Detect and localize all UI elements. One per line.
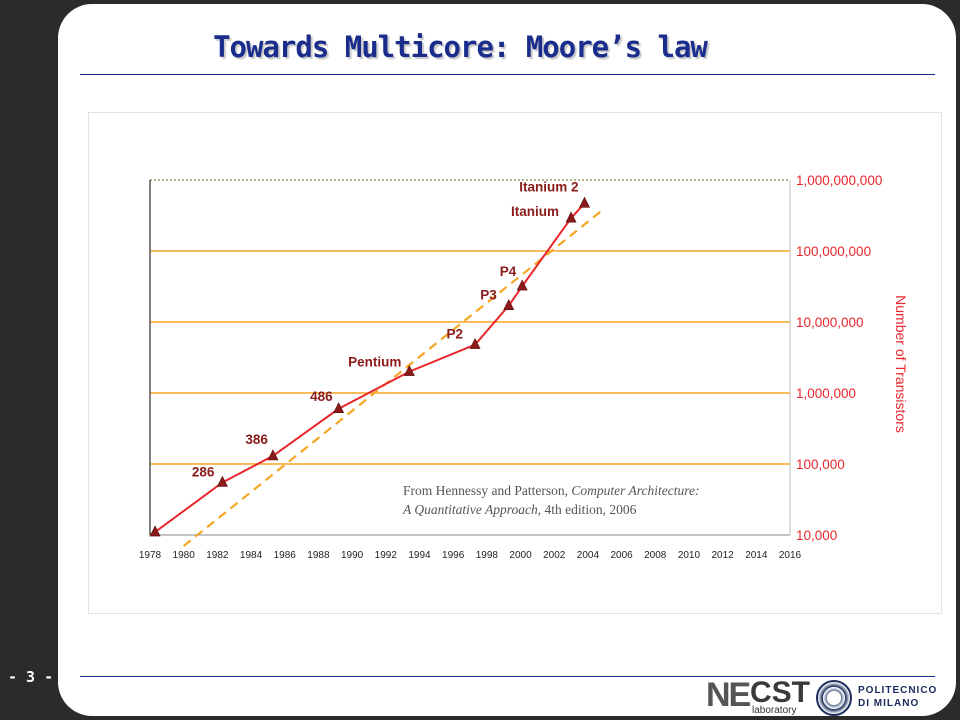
title-divider [80, 74, 935, 75]
necst-logo-ne: NE [706, 676, 751, 714]
x-tick-label: 1984 [240, 550, 263, 561]
figure-frame [88, 112, 942, 614]
y-tick-label: 100,000 [796, 457, 845, 472]
x-tick-label: 2004 [577, 550, 600, 561]
moores-law-chart: 1978 1980 1982 1984 1986 1988 1990 1992 1994 1996… [139, 173, 909, 561]
series-layer [149, 196, 591, 537]
data-label: 486 [310, 389, 333, 404]
x-tick-label: 1998 [476, 550, 499, 561]
data-label: Itanium [511, 204, 559, 219]
page-number: - 3 - [8, 668, 54, 686]
data-point-marker [579, 196, 591, 208]
x-tick-label: 2006 [610, 550, 633, 561]
y-tick-label: 10,000,000 [796, 315, 864, 330]
x-tick-label: 1986 [274, 550, 297, 561]
svg-text:From Hennessy and Patterson, C: From Hennessy and Patterson, Computer Ar… [403, 483, 699, 498]
data-point-marker [403, 364, 415, 376]
x-axis-ticks: 1978 1980 1982 1984 1986 1988 1990 1992 1994 1996… [139, 550, 802, 561]
data-point-marker [333, 402, 345, 414]
polimi-line1: POLITECNICO [858, 685, 938, 696]
necst-logo-cst: CST [750, 676, 810, 709]
y-axis-label: Number of Transistors [893, 295, 909, 433]
data-point-marker [267, 449, 279, 461]
x-tick-label: 1980 [173, 550, 196, 561]
source-title-1: Computer Architecture: [571, 483, 699, 498]
x-tick-label: 2002 [543, 550, 566, 561]
data-point-marker [149, 525, 161, 537]
x-tick-label: 1988 [307, 550, 330, 561]
polimi-logo-text: POLITECNICO DI MILANO [858, 684, 937, 710]
x-tick-label: 2000 [509, 550, 532, 561]
source-annotation: From Hennessy and Patterson, Computer Ar… [402, 483, 699, 517]
grid-layer [149, 179, 791, 536]
y-tick-label: 100,000,000 [796, 244, 871, 259]
x-tick-label: 1978 [139, 550, 162, 561]
x-tick-label: 2010 [678, 550, 701, 561]
y-tick-label: 1,000,000 [796, 386, 856, 401]
data-label: 286 [192, 464, 215, 479]
svg-text:A Quantitative Approach, 4th e: A Quantitative Approach, 4th edition, 20… [402, 502, 637, 517]
necst-logo: NE CST laboratory [706, 676, 810, 716]
x-tick-label: 2008 [644, 550, 667, 561]
x-tick-label: 2012 [712, 550, 735, 561]
slide-title: Towards Multicore: Moore’s law [213, 30, 708, 64]
x-tick-label: 1992 [375, 550, 398, 561]
data-label: Itanium 2 [519, 179, 578, 194]
data-label: P4 [500, 264, 517, 279]
x-tick-label: 1982 [206, 550, 229, 561]
x-tick-label: 2014 [745, 550, 768, 561]
data-label: P3 [480, 288, 497, 303]
source-suffix: , 4th edition, 2006 [538, 502, 637, 517]
x-tick-label: 1990 [341, 550, 364, 561]
footer-divider [80, 676, 935, 677]
data-point-marker [216, 475, 228, 487]
y-tick-label: 10,000 [796, 528, 837, 543]
data-point-marker [503, 298, 515, 310]
x-tick-label: 2016 [779, 550, 802, 561]
polimi-seal-icon [816, 680, 852, 716]
data-point-marker [469, 337, 481, 349]
data-label: P2 [447, 327, 464, 342]
polimi-line2: DI MILANO [858, 698, 920, 709]
y-tick-label: 1,000,000,000 [796, 173, 882, 188]
source-prefix: From Hennessy and Patterson, [403, 483, 571, 498]
data-point-marker [516, 279, 528, 291]
data-label: Pentium [348, 355, 401, 370]
data-label: 386 [245, 432, 268, 447]
necst-logo-sub: laboratory [752, 705, 797, 716]
x-tick-label: 1994 [408, 550, 431, 561]
footer-logos: NE CST laboratory POLITECNICO DI MILANO [706, 678, 956, 718]
x-tick-label: 1996 [442, 550, 465, 561]
source-title-2: A Quantitative Approach [402, 502, 538, 517]
y-axis-ticks: 10,000 100,000 1,000,000 10,000,000 100,000,… [796, 173, 882, 543]
data-point-marker [565, 211, 577, 223]
series-line [154, 202, 586, 533]
